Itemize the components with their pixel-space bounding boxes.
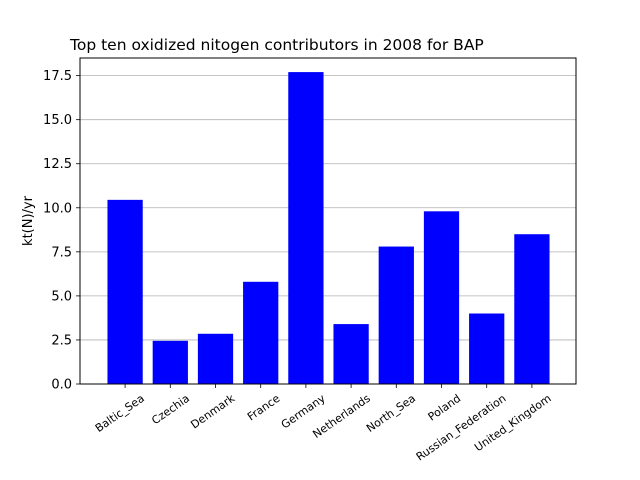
bar-czechia [152,340,188,384]
bar-france [243,281,279,384]
bar-netherlands [333,324,369,384]
x-tick-label: North_Sea [364,392,418,435]
bar-germany [288,72,324,385]
y-tick-label: 7.5 [51,245,72,260]
y-tick-label: 2.5 [51,333,72,348]
chart-title: Top ten oxidized nitogen contributors in… [69,36,484,54]
y-tick-label: 17.5 [43,69,72,84]
y-axis-ticks: 0.0 2.5 5.0 7.5 10.0 12.5 15.0 17.5 [43,69,80,393]
y-tick-label: 0.0 [51,378,72,393]
x-tick-label: Poland [426,392,464,424]
x-tick-label: Denmark [188,391,237,431]
bar-poland [423,211,460,384]
y-axis-label: kt(N)/yr [21,195,36,246]
bars [107,72,550,385]
bar-baltic-sea [107,199,143,384]
plot-frame [79,57,577,385]
bar-united-kingdom [514,234,550,384]
x-tick-label: Baltic_Sea [93,392,147,435]
y-tick-label: 15.0 [43,113,72,128]
bar-north-sea [378,246,414,384]
y-tick-label: 5.0 [51,289,72,304]
y-tick-label: 12.5 [43,157,72,172]
bar-russian-federation [469,313,505,384]
y-tick-label: 10.0 [43,201,72,216]
bar-denmark [197,333,234,384]
x-tick-label: Czechia [149,392,192,427]
gridlines [80,75,576,341]
x-tick-label: France [245,392,283,424]
x-tick-label: United_Kingdom [472,392,553,454]
